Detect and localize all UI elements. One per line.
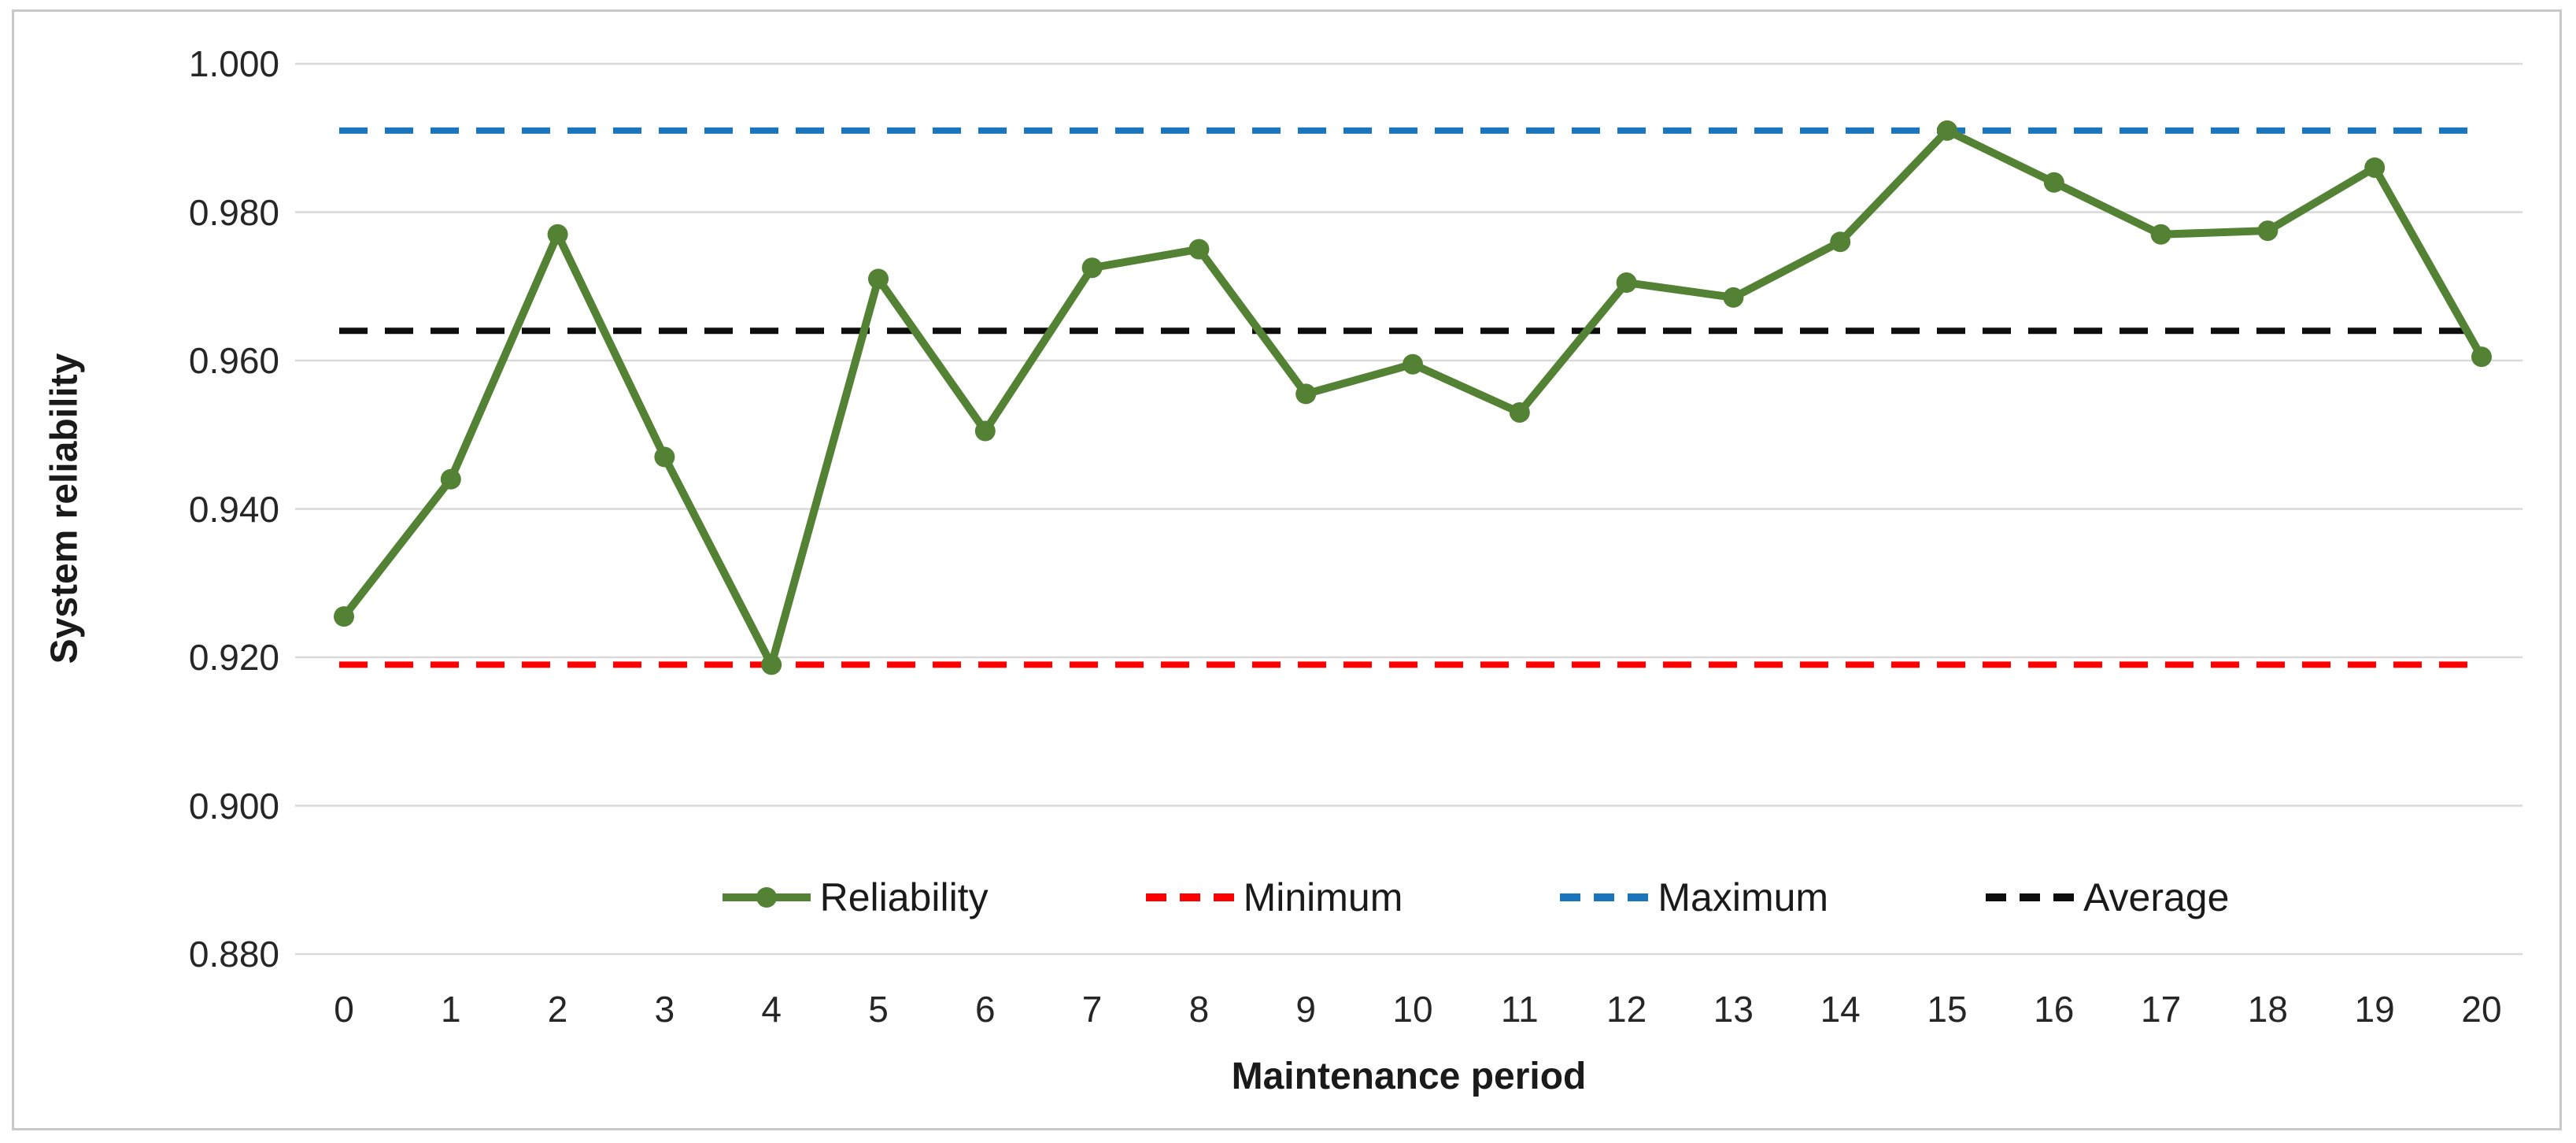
reliability-data-point	[1937, 120, 1957, 141]
y-tick-label: 0.980	[188, 191, 279, 233]
x-axis-title: Maintenance period	[1231, 1056, 1587, 1097]
reliability-data-point	[2150, 224, 2171, 245]
x-tick-label: 16	[2034, 989, 2075, 1030]
gridlines-group	[295, 62, 2522, 956]
legend-item-reliability: Reliability	[722, 875, 989, 919]
reliability-data-point	[440, 468, 461, 490]
reliability-data-point	[654, 446, 675, 468]
x-tick-label: 11	[1500, 989, 1539, 1030]
x-tick-label: 19	[2354, 989, 2395, 1030]
y-tick-label: 0.960	[188, 340, 279, 381]
legend-sample-dashed-line-icon	[1560, 893, 1649, 901]
chart-border	[12, 9, 2562, 1130]
legend-label: Maximum	[1658, 875, 1829, 919]
y-tick-label: 0.940	[188, 488, 279, 530]
x-tick-label: 18	[2247, 989, 2288, 1030]
x-tick-label: 3	[654, 989, 675, 1030]
reliability-data-point	[1830, 231, 1851, 253]
x-tick-label: 17	[2141, 989, 2182, 1030]
reliability-data-point	[2043, 172, 2064, 193]
x-tick-label: 20	[2461, 989, 2502, 1030]
reliability-data-point	[334, 606, 354, 627]
reliability-data-point	[974, 420, 996, 442]
reliability-data-point	[1295, 383, 1317, 405]
x-tick-label: 15	[1927, 989, 1968, 1030]
reliability-data-point	[1509, 401, 1530, 423]
x-tick-label: 7	[1081, 989, 1103, 1030]
x-tick-label: 0	[334, 989, 354, 1030]
x-tick-label: 8	[1188, 989, 1210, 1030]
x-tick-label: 5	[868, 989, 889, 1030]
legend-sample-dashed-line-icon	[1986, 893, 2075, 901]
reliability-data-point	[2364, 157, 2386, 178]
legend-label: Reliability	[819, 875, 989, 919]
data-series-group	[334, 120, 2492, 675]
legend-label: Minimum	[1243, 875, 1403, 919]
x-tick-label: 14	[1820, 989, 1861, 1030]
x-tick-label: 12	[1606, 989, 1647, 1030]
reliability-data-point	[1188, 239, 1210, 260]
legend-marker	[756, 887, 777, 908]
legend-item-average: Average	[1986, 878, 2229, 917]
reliability-data-point	[2471, 346, 2492, 368]
chart-legend: Reliability Minimum Maximum Average	[362, 869, 2576, 926]
legend-item-maximum: Maximum	[1560, 878, 1828, 917]
x-tick-label: 10	[1392, 989, 1433, 1030]
legend-sample-line-marker-icon	[722, 887, 811, 908]
x-tick-label: 1	[441, 989, 461, 1030]
x-tick-label: 2	[547, 989, 568, 1030]
legend-label: Average	[2083, 875, 2230, 919]
x-tick-label: 13	[1713, 989, 1754, 1030]
x-tick-label: 6	[975, 989, 996, 1030]
y-axis-title: System reliability	[43, 353, 86, 664]
y-tick-label: 1.000	[188, 43, 279, 84]
reliability-data-point	[761, 654, 782, 675]
legend-sample-dashed-line-icon	[1145, 893, 1234, 901]
y-tick-label: 0.880	[188, 934, 279, 975]
reliability-series-line	[340, 126, 2485, 669]
reliability-data-point	[1723, 287, 1744, 308]
legend-item-minimum: Minimum	[1145, 875, 1403, 919]
y-tick-label: 0.920	[188, 637, 279, 678]
reliability-data-point	[2257, 220, 2278, 242]
reliability-data-point	[1403, 353, 1423, 375]
reliability-data-point	[1616, 272, 1637, 294]
reference-lines-group	[339, 127, 2482, 668]
reliability-data-point	[1081, 257, 1103, 279]
reliability-data-point	[547, 224, 568, 245]
x-tick-label: 4	[761, 989, 782, 1030]
x-tick-label: 9	[1295, 989, 1316, 1030]
y-tick-label: 0.900	[188, 785, 279, 827]
reliability-data-point	[868, 268, 889, 290]
